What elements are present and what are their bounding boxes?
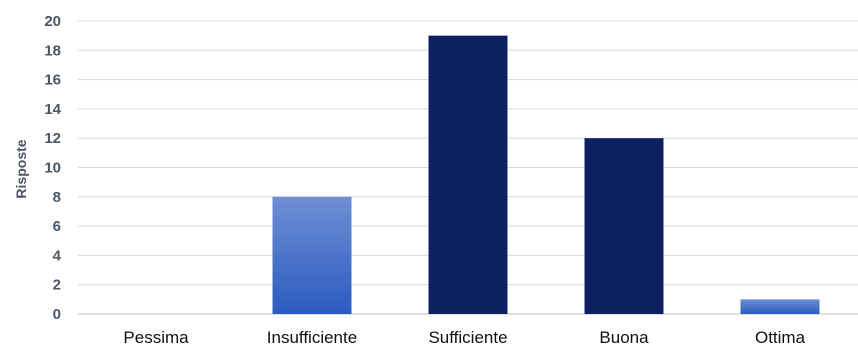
y-tick-label: 6 [53, 218, 61, 235]
y-tick-label: 12 [44, 130, 61, 147]
y-tick-label: 10 [44, 160, 61, 177]
x-tick-label: Buona [599, 328, 649, 347]
bar-buona [584, 138, 664, 314]
x-tick-label: Pessima [123, 328, 189, 347]
y-tick-label: 16 [44, 72, 61, 89]
x-tick-label: Insufficiente [267, 328, 357, 347]
bars [272, 35, 820, 315]
bar-insufficiente [272, 196, 352, 314]
y-tick-label: 20 [44, 13, 61, 30]
x-tick-label: Ottima [755, 328, 806, 347]
y-tick-label: 14 [44, 101, 61, 118]
y-tick-label: 8 [53, 189, 61, 206]
x-tick-label: Sufficiente [428, 328, 507, 347]
y-tick-label: 0 [53, 306, 61, 323]
y-axis-ticks: 0 2 4 6 8 10 12 14 16 18 20 [44, 13, 61, 323]
y-axis-label: Risposte [13, 139, 29, 198]
bar-sufficiente [428, 35, 508, 315]
y-tick-label: 18 [44, 42, 61, 59]
bar-ottima [740, 299, 820, 314]
y-tick-label: 4 [53, 247, 62, 264]
x-axis-ticks: Pessima Insufficiente Sufficiente Buona Otti… [123, 328, 805, 347]
y-tick-label: 2 [53, 277, 61, 294]
